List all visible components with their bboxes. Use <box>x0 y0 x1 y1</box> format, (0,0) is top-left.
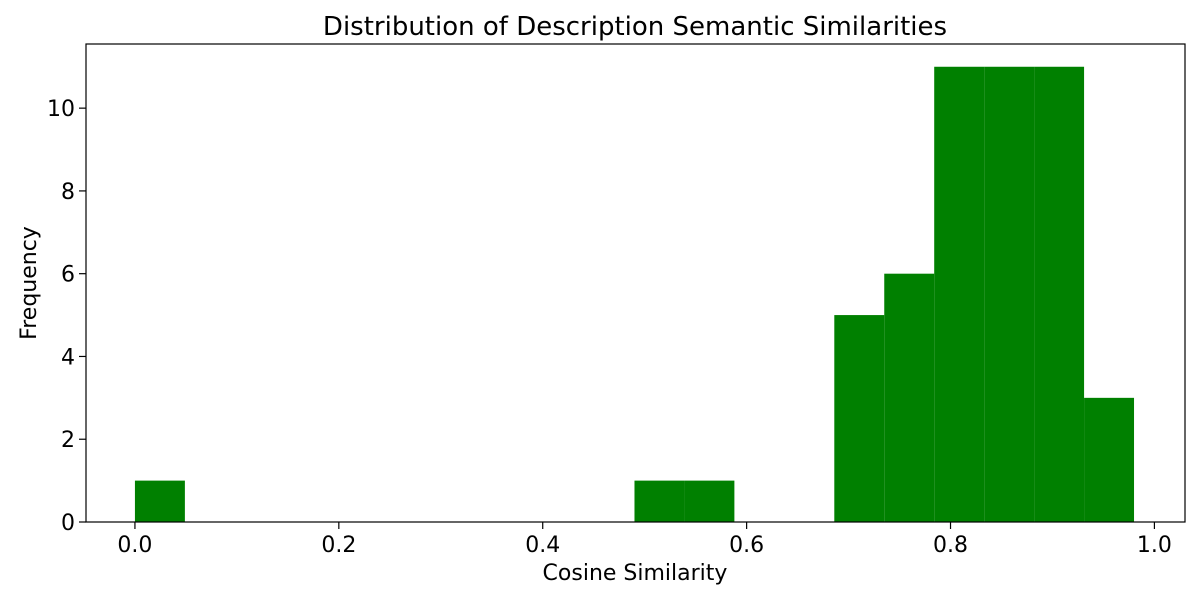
histogram-bar-15 <box>884 273 935 522</box>
histogram-bar-18 <box>1034 66 1085 522</box>
y-axis-label: Frequency <box>17 226 42 340</box>
histogram-bar-0 <box>134 480 185 522</box>
histogram-bar-11 <box>684 480 735 522</box>
y-tick-label: 10 <box>47 97 75 122</box>
y-tick-label: 8 <box>61 180 75 205</box>
x-axis-label: Cosine Similarity <box>543 561 728 586</box>
y-tick-label: 2 <box>61 428 75 453</box>
histogram-bar-14 <box>834 315 885 522</box>
histogram-bar-17 <box>984 66 1035 522</box>
x-tick-label: 0.6 <box>729 533 764 558</box>
histogram-bar-19 <box>1084 397 1135 522</box>
histogram-bar-16 <box>934 66 985 522</box>
x-tick-label: 0.2 <box>321 533 356 558</box>
y-tick-label: 6 <box>61 263 75 288</box>
x-tick-label: 0.8 <box>933 533 968 558</box>
chart-title: Distribution of Description Semantic Sim… <box>323 12 947 42</box>
x-axis-ticks: 0.0 0.2 0.4 0.6 0.8 1.0 <box>117 522 1172 558</box>
histogram-bars <box>134 66 1135 522</box>
x-tick-label: 0.0 <box>117 533 152 558</box>
y-tick-label: 0 <box>61 511 75 536</box>
plot-area-frame <box>85 43 1186 523</box>
x-tick-label: 0.4 <box>525 533 560 558</box>
histogram-bar-10 <box>634 480 685 522</box>
y-tick-label: 4 <box>61 345 75 370</box>
y-axis-ticks: 0 2 4 6 8 10 <box>47 97 86 536</box>
x-tick-label: 1.0 <box>1137 533 1172 558</box>
